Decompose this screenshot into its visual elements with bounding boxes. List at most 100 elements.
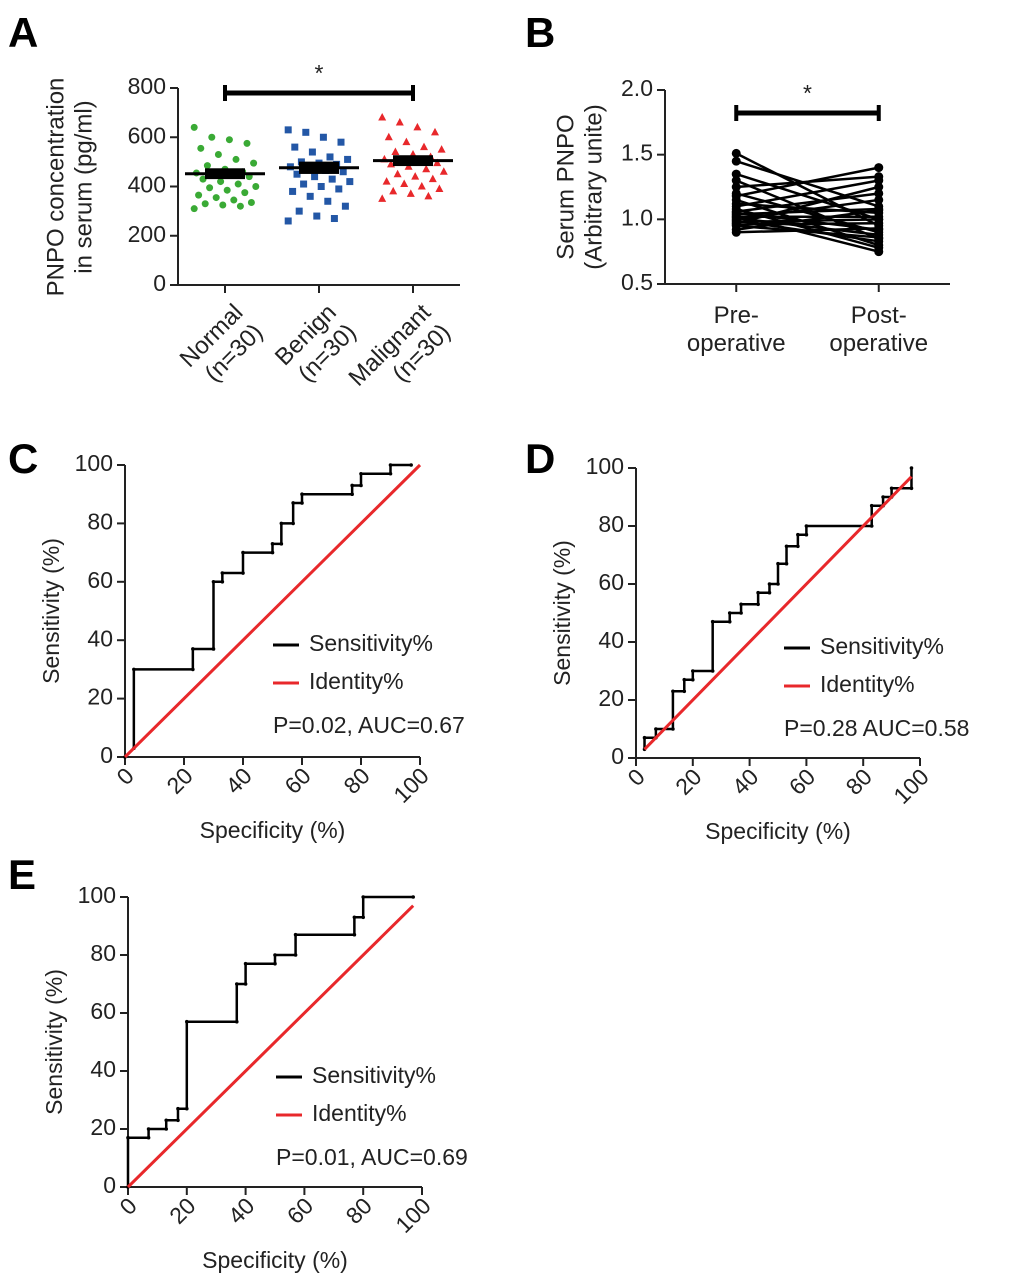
legend-label: Sensitivity% — [820, 633, 944, 659]
roc-point — [234, 1019, 239, 1024]
roc-point — [691, 669, 695, 673]
data-point — [874, 176, 884, 186]
data-point — [874, 195, 884, 205]
data-point — [203, 162, 211, 170]
roc-point — [869, 503, 874, 508]
data-point — [339, 168, 347, 176]
x-tick-label: 80 — [338, 762, 374, 798]
data-point — [199, 175, 207, 183]
x-tick-label: 20 — [670, 763, 706, 799]
data-point — [284, 217, 292, 225]
x-tick-label: 80 — [841, 763, 877, 799]
roc-point — [359, 471, 363, 476]
data-point — [731, 169, 741, 179]
data-point — [389, 186, 398, 195]
data-point — [417, 182, 426, 190]
roc-point — [350, 492, 354, 497]
roc-point — [388, 463, 393, 467]
paired-line — [736, 224, 879, 239]
data-point — [391, 147, 400, 156]
data-point — [344, 155, 352, 163]
data-point — [247, 199, 255, 207]
y-tick-label: 100 — [75, 450, 113, 476]
data-point — [311, 173, 319, 181]
legend-label: Identity% — [820, 671, 915, 697]
roc-point — [796, 544, 800, 549]
y-tick-label: 2.0 — [621, 75, 653, 101]
y-tick-label: 0 — [100, 742, 113, 768]
y-tick-label: 80 — [598, 511, 624, 537]
y-axis-label: PNPO concentration in serum (pg/ml) — [42, 77, 97, 296]
roc-point — [756, 602, 760, 607]
data-point — [874, 223, 884, 233]
roc-point — [126, 1135, 130, 1140]
y-axis-label: Sensitivity (%) — [549, 540, 575, 686]
roc-point — [691, 677, 695, 682]
y-tick-label: 600 — [128, 122, 166, 148]
roc-point — [361, 915, 366, 920]
roc-point — [727, 619, 732, 624]
roc-point — [776, 582, 780, 586]
data-point — [317, 183, 325, 190]
roc-point — [767, 590, 772, 595]
roc-point — [146, 1135, 151, 1140]
x-tick-label: Pre- operative — [686, 302, 786, 357]
roc-point — [185, 1019, 189, 1024]
roc-point — [909, 466, 914, 470]
data-point — [324, 197, 332, 205]
data-point — [395, 117, 404, 126]
x-tick-label: 100 — [888, 763, 934, 809]
data-point — [400, 179, 409, 188]
y-tick-label: 80 — [87, 508, 113, 534]
roc-point — [279, 542, 284, 546]
x-tick-label: 60 — [279, 762, 315, 798]
roc-point — [270, 542, 275, 546]
data-point — [731, 176, 741, 186]
roc-point — [710, 619, 715, 624]
roc-point — [388, 471, 393, 476]
paired-line — [736, 209, 879, 231]
roc-point — [350, 483, 354, 488]
roc-point — [191, 647, 195, 651]
paired-line — [736, 192, 879, 213]
x-tick-label: 100 — [390, 1192, 436, 1238]
roc-line — [126, 904, 415, 1189]
data-point — [302, 128, 310, 136]
x-tick-label: 100 — [388, 762, 434, 808]
y-tick-label: 60 — [90, 998, 116, 1024]
data-point — [206, 184, 214, 192]
legend-label: Identity% — [312, 1100, 407, 1126]
roc-line — [643, 475, 913, 751]
data-point — [378, 113, 387, 121]
roc-point — [671, 689, 675, 694]
roc-point — [352, 932, 357, 937]
roc-point — [359, 483, 363, 488]
significance-label: * — [315, 60, 324, 86]
legend-label: Sensitivity% — [309, 630, 433, 656]
y-tick-label: 40 — [598, 627, 624, 653]
data-point — [289, 187, 297, 195]
data-point — [190, 123, 198, 131]
paired-line — [736, 202, 879, 215]
roc-point — [241, 571, 245, 575]
y-tick-label: 0 — [611, 743, 624, 769]
annotation: P=0.01, AUC=0.69 — [276, 1144, 468, 1170]
data-point — [411, 172, 420, 180]
roc-point — [273, 953, 277, 957]
y-tick-label: 0.5 — [621, 269, 653, 295]
x-tick-label: 40 — [727, 763, 763, 799]
y-tick-label: 20 — [598, 685, 624, 711]
data-point — [424, 191, 433, 200]
data-point — [346, 178, 354, 186]
y-tick-label: 40 — [90, 1056, 116, 1082]
y-tick-label: 1.5 — [621, 140, 653, 166]
data-point — [439, 167, 448, 175]
roc-point — [889, 486, 894, 491]
paired-line — [736, 179, 879, 208]
paired-line — [736, 227, 879, 234]
data-point — [874, 205, 884, 215]
data-point — [326, 153, 334, 161]
x-tick-label: 20 — [161, 762, 197, 798]
roc-point — [185, 1106, 189, 1111]
